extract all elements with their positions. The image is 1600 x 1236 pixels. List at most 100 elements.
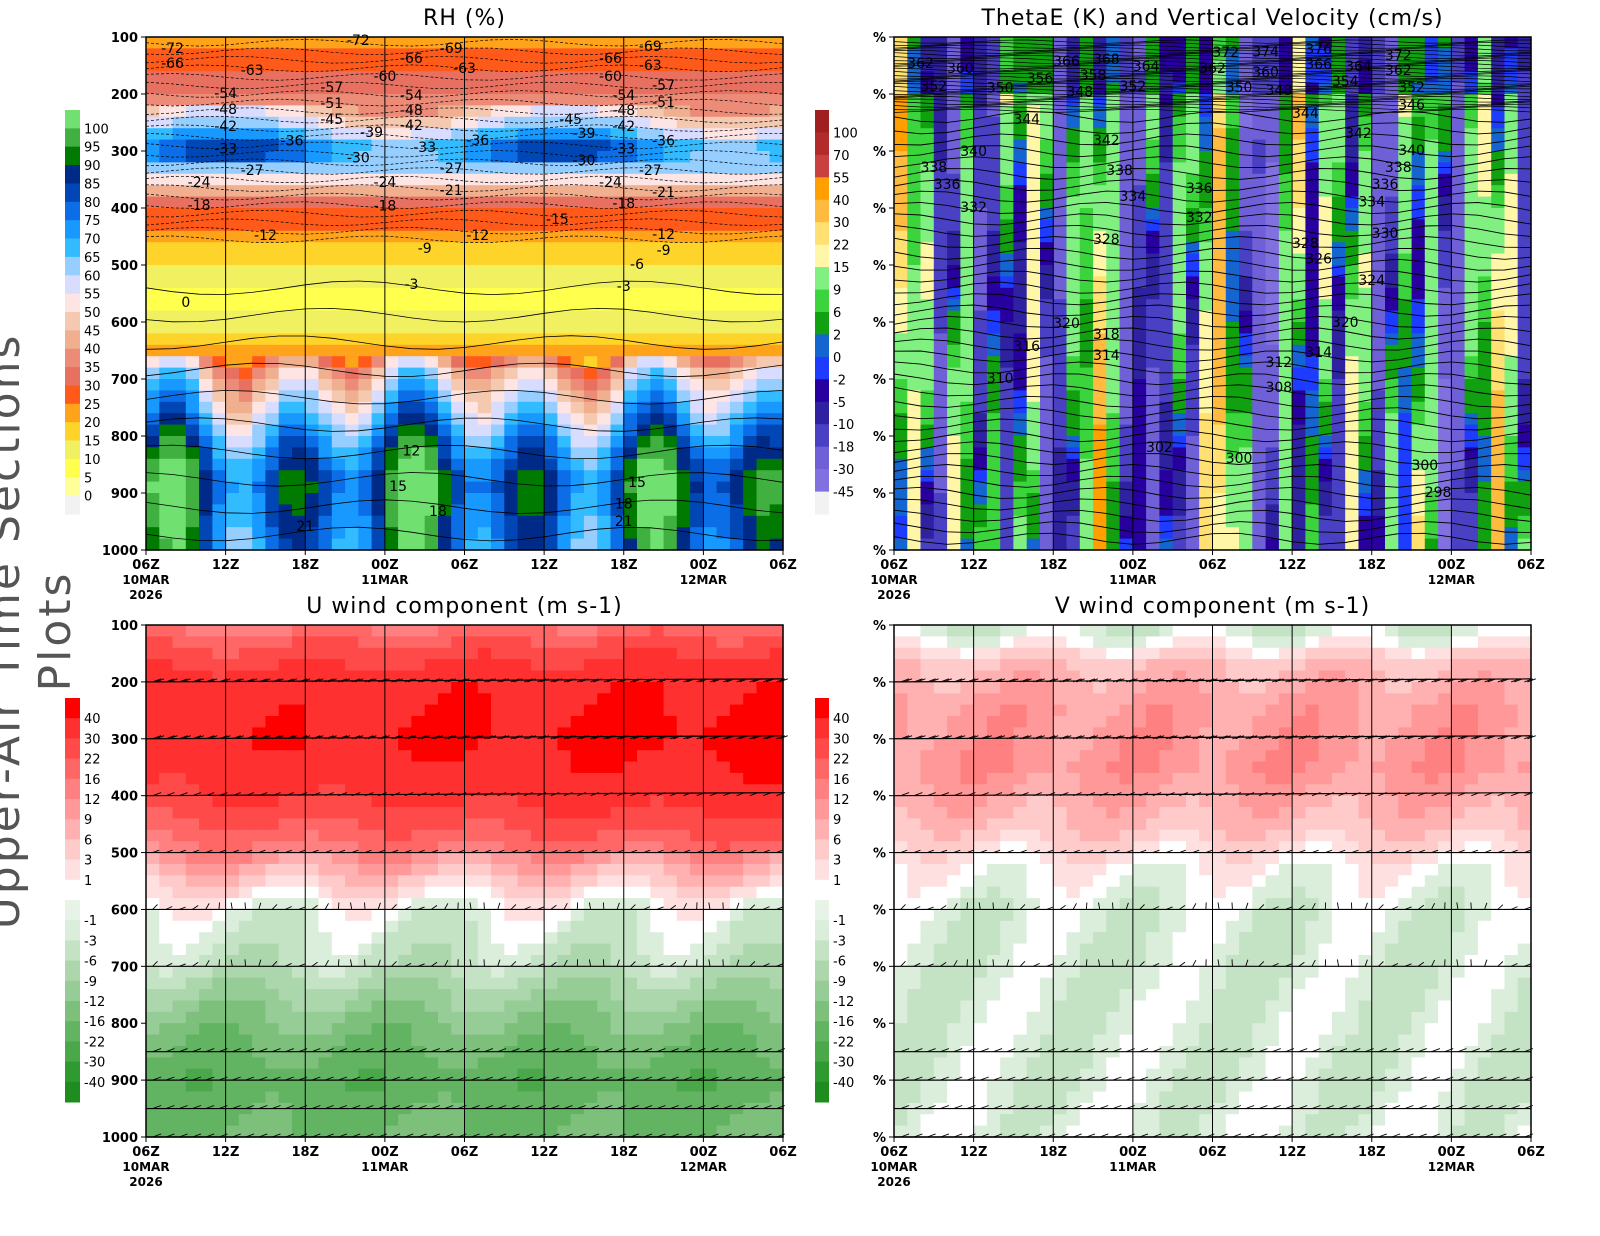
field-cell bbox=[1292, 82, 1306, 95]
field-cell bbox=[146, 829, 160, 842]
colorbar-swatch bbox=[815, 244, 829, 268]
field-cell bbox=[146, 1034, 160, 1047]
field-cell bbox=[769, 265, 784, 277]
colorbar-swatch bbox=[65, 348, 80, 368]
field-cell bbox=[199, 128, 213, 141]
field-cell bbox=[1358, 253, 1373, 266]
field-cell bbox=[1040, 105, 1054, 118]
field-cell bbox=[1278, 173, 1293, 186]
field-cell bbox=[146, 1000, 160, 1013]
field-cell bbox=[517, 424, 532, 437]
colorbar-label: 60 bbox=[84, 269, 101, 284]
contour-label: -39 bbox=[360, 125, 383, 141]
field-cell bbox=[345, 208, 359, 220]
field-cell bbox=[477, 94, 492, 106]
field-cell bbox=[650, 356, 665, 369]
field-cell bbox=[1172, 219, 1187, 232]
field-cell bbox=[371, 71, 386, 84]
field-cell bbox=[424, 424, 439, 437]
field-cell bbox=[1146, 242, 1160, 255]
field-cell bbox=[384, 367, 399, 380]
field-cell bbox=[345, 322, 359, 334]
colorbar-label: 50 bbox=[84, 306, 101, 321]
field-cell bbox=[1424, 173, 1439, 186]
field-cell bbox=[530, 162, 545, 175]
field-cell bbox=[1411, 481, 1426, 494]
field-cell bbox=[1172, 493, 1187, 505]
field-cell bbox=[199, 504, 213, 517]
contour-label: -30 bbox=[573, 153, 596, 169]
field-cell bbox=[1345, 493, 1360, 505]
field-cell bbox=[464, 458, 479, 471]
field-cell bbox=[331, 481, 346, 494]
field-cell bbox=[973, 242, 988, 255]
field-cell bbox=[894, 310, 908, 323]
field-cell bbox=[172, 344, 187, 357]
field-cell bbox=[1079, 276, 1094, 289]
field-cell bbox=[358, 196, 373, 209]
field-cell bbox=[384, 105, 399, 118]
field-cell bbox=[1464, 322, 1479, 334]
field-cell bbox=[331, 242, 346, 255]
field-cell bbox=[1451, 299, 1466, 312]
field-cell bbox=[1385, 242, 1399, 255]
field-cell bbox=[464, 493, 479, 505]
field-cell bbox=[384, 493, 399, 505]
colorbar-label: 22 bbox=[833, 239, 850, 254]
field-cell bbox=[238, 413, 253, 426]
field-cell bbox=[623, 356, 638, 369]
field-cell bbox=[438, 458, 452, 471]
field-cell bbox=[973, 515, 988, 528]
field-cell bbox=[1411, 196, 1426, 209]
field-cell bbox=[610, 515, 625, 528]
field-cell bbox=[1159, 481, 1174, 494]
field-cell bbox=[1093, 436, 1107, 448]
field-cell bbox=[172, 693, 187, 706]
field-cell bbox=[398, 59, 412, 72]
field-cell bbox=[610, 413, 625, 426]
field-cell bbox=[1053, 128, 1068, 141]
field-cell bbox=[238, 390, 253, 403]
field-cell bbox=[1305, 367, 1320, 380]
field-cell bbox=[172, 841, 187, 854]
field-cell bbox=[1438, 162, 1452, 175]
contour-label: -39 bbox=[573, 126, 596, 142]
field-cell bbox=[623, 333, 638, 346]
field-cell bbox=[318, 527, 333, 540]
field-cell bbox=[438, 139, 452, 152]
field-cell bbox=[769, 367, 784, 380]
field-cell bbox=[920, 367, 935, 380]
field-cell bbox=[199, 401, 213, 414]
field-cell bbox=[690, 367, 704, 380]
field-cell bbox=[973, 413, 988, 426]
field-cell bbox=[530, 105, 545, 118]
field-cell bbox=[199, 1011, 213, 1024]
field-cell bbox=[199, 863, 213, 876]
field-cell bbox=[159, 1125, 174, 1138]
field-cell bbox=[225, 356, 240, 369]
field-cell bbox=[1199, 162, 1214, 175]
field-cell bbox=[491, 344, 505, 357]
field-cell bbox=[570, 390, 585, 403]
field-cell bbox=[199, 977, 213, 990]
field-cell bbox=[318, 59, 333, 72]
field-cell bbox=[172, 470, 187, 483]
field-cell bbox=[920, 538, 935, 551]
field-cell bbox=[517, 356, 532, 369]
field-cell bbox=[172, 219, 187, 232]
field-cell bbox=[756, 493, 771, 505]
field-cell bbox=[517, 185, 532, 198]
field-cell bbox=[1358, 322, 1373, 334]
field-cell bbox=[1186, 436, 1200, 448]
field-cell bbox=[894, 424, 908, 437]
field-cell bbox=[212, 196, 227, 209]
field-cell bbox=[1398, 208, 1413, 220]
field-cell bbox=[729, 344, 744, 357]
x-tick-label: 06Z bbox=[1199, 558, 1227, 573]
field-cell bbox=[1212, 310, 1227, 323]
field-cell bbox=[172, 310, 187, 323]
field-cell bbox=[544, 390, 558, 403]
field-cell bbox=[637, 162, 651, 175]
field-cell bbox=[703, 299, 718, 312]
field-cell bbox=[557, 413, 572, 426]
